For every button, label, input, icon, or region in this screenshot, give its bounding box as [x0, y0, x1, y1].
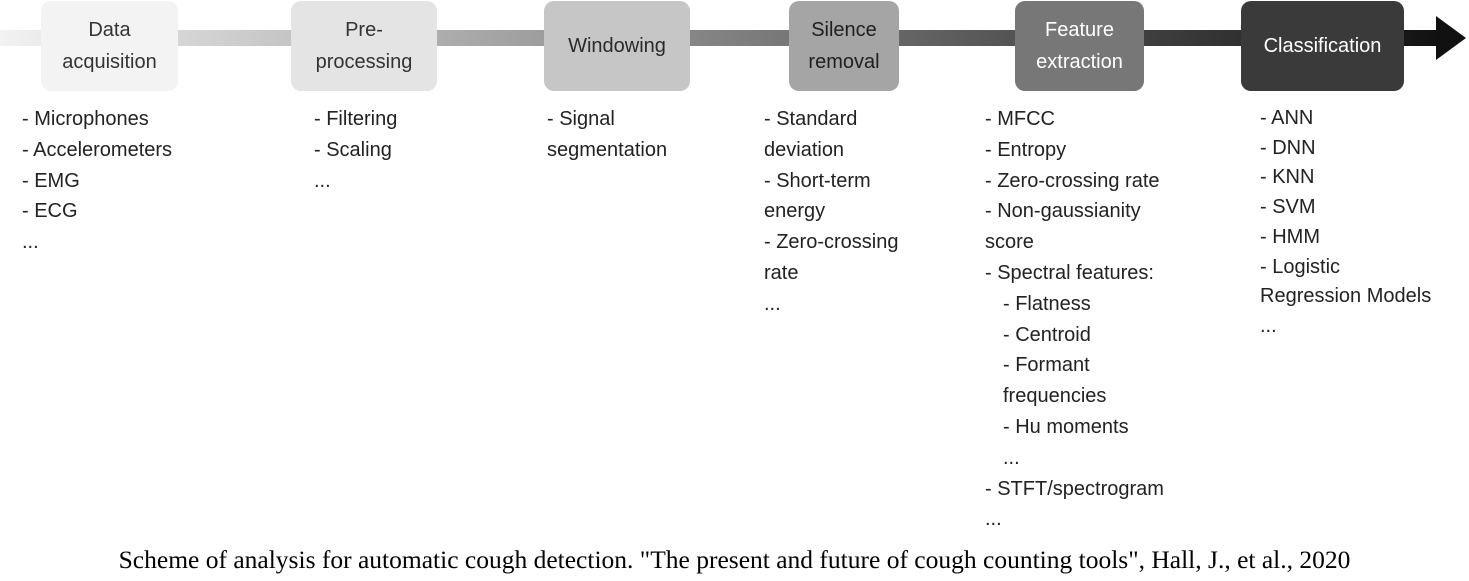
list-data-acquisition: - Microphones - Accelerometers - EMG - ECG.… — [22, 104, 172, 258]
list-item: - ANN — [1260, 107, 1314, 129]
list-item: - Hu moments — [1003, 415, 1129, 438]
list-item: - Logistic — [1260, 255, 1341, 278]
list-item: - HMM — [1260, 225, 1320, 248]
list-item: - Zero-crossing — [764, 231, 899, 254]
list-item: ... — [22, 231, 39, 254]
list-item: ... — [314, 169, 331, 192]
stage-windowing: Windowing — [544, 1, 690, 91]
arrow-shaft — [0, 30, 1440, 46]
list-item: - Centroid — [1003, 323, 1091, 346]
list-item: - Entropy — [985, 138, 1067, 161]
list-windowing: - Signal segmentation — [547, 104, 667, 166]
list-item: ... — [1260, 314, 1277, 337]
list-item: - DNN — [1260, 136, 1316, 159]
list-item: - EMG — [22, 169, 80, 192]
list-item: - Formant — [1003, 354, 1090, 377]
list-classification: - ANN - DNN - KNN - SVM - HMM - Logistic Regre… — [1260, 104, 1431, 342]
list-item: deviation — [764, 138, 845, 161]
list-item: - Scaling — [314, 138, 392, 161]
list-silence-removal: - Standard deviation - Short-term energy - Z… — [764, 104, 898, 320]
list-item: - SVM — [1260, 196, 1316, 219]
arrowhead — [1436, 16, 1466, 60]
figure-caption: Scheme of analysis for automatic cough d… — [118, 545, 1351, 574]
list-item: - Microphones — [22, 108, 149, 130]
stage-feature-extraction: Feature extraction — [1015, 1, 1144, 91]
list-item: - Short-term — [764, 169, 871, 192]
list-item: segmentation — [547, 138, 668, 161]
list-item: score — [985, 231, 1034, 254]
list-item: frequencies — [1003, 385, 1107, 408]
list-item: - Spectral features: — [985, 261, 1154, 284]
list-item: ... — [764, 292, 781, 315]
list-item: - ECG — [22, 200, 78, 223]
list-item: - MFCC — [985, 108, 1055, 130]
list-item: rate — [764, 261, 799, 284]
list-item: - Filtering — [314, 108, 398, 130]
list-pre-processing: - Filtering - Scaling... — [314, 104, 397, 196]
stage-silence-removal: Silence removal — [789, 1, 899, 91]
list-item: - Signal — [547, 108, 615, 130]
list-item: - KNN — [1260, 166, 1315, 189]
list-item: - Zero-crossing rate — [985, 169, 1160, 192]
list-item: ... — [1003, 446, 1020, 469]
list-item: Regression Models — [1260, 285, 1432, 308]
list-item: - Non-gaussianity — [985, 200, 1141, 223]
list-item: - Accelerometers — [22, 138, 173, 161]
stage-pre-processing: Pre- processing — [291, 1, 437, 91]
list-item: - Flatness — [1003, 292, 1091, 315]
list-item: - STFT/spectrogram — [985, 477, 1164, 500]
list-item: - Standard — [764, 108, 858, 130]
stage-classification: Classification — [1241, 1, 1404, 91]
list-item: ... — [985, 508, 1002, 531]
list-feature-extraction: - MFCC - Entropy - Zero-crossing rate - Non… — [985, 104, 1164, 535]
stage-data-acquisition: Data acquisition — [41, 1, 178, 91]
list-item: energy — [764, 200, 826, 223]
